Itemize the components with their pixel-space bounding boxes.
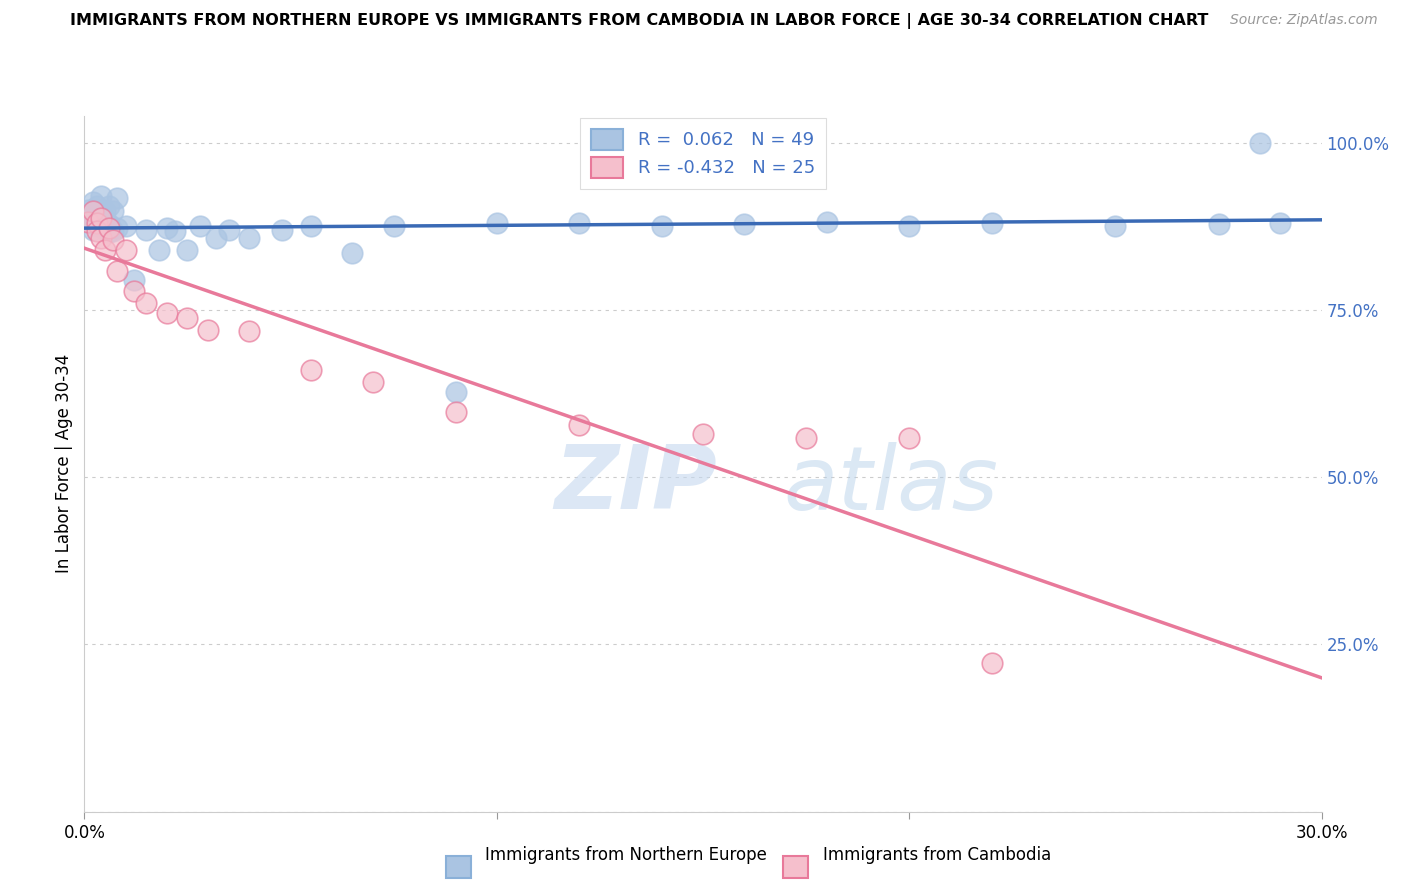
Point bbox=[271, 223, 294, 237]
Y-axis label: In Labor Force | Age 30-34: In Labor Force | Age 30-34 bbox=[55, 354, 73, 574]
Point bbox=[156, 306, 179, 320]
Text: atlas: atlas bbox=[783, 442, 998, 528]
Point bbox=[82, 194, 104, 209]
Point bbox=[1270, 216, 1292, 230]
Point bbox=[382, 219, 405, 234]
Point bbox=[980, 657, 1002, 671]
Point bbox=[98, 199, 121, 213]
Point bbox=[77, 202, 100, 217]
Bar bbox=[446, 855, 471, 879]
Point bbox=[90, 231, 112, 245]
Point bbox=[568, 216, 591, 230]
Point bbox=[122, 273, 145, 287]
Point bbox=[342, 246, 364, 260]
Point bbox=[94, 204, 117, 219]
Point bbox=[105, 191, 128, 205]
Point bbox=[135, 223, 157, 237]
Point bbox=[90, 211, 112, 225]
Point bbox=[361, 376, 384, 390]
Point bbox=[980, 216, 1002, 230]
Point bbox=[238, 231, 260, 245]
Point bbox=[105, 264, 128, 278]
Point bbox=[1208, 218, 1230, 232]
Point bbox=[114, 243, 136, 257]
Point bbox=[794, 432, 817, 446]
Point bbox=[122, 285, 145, 299]
Point bbox=[205, 231, 228, 245]
Point bbox=[86, 215, 108, 229]
Point bbox=[94, 212, 117, 227]
Point bbox=[103, 233, 125, 247]
Point bbox=[1104, 219, 1126, 234]
Point bbox=[568, 418, 591, 433]
Point bbox=[82, 204, 104, 219]
Point bbox=[94, 218, 117, 232]
Point bbox=[77, 212, 100, 227]
Point bbox=[299, 219, 322, 234]
Point bbox=[485, 216, 508, 230]
Point bbox=[898, 219, 921, 234]
Point bbox=[114, 219, 136, 234]
Text: Source: ZipAtlas.com: Source: ZipAtlas.com bbox=[1230, 13, 1378, 28]
Point bbox=[103, 224, 125, 238]
Point bbox=[692, 426, 714, 441]
Point bbox=[98, 218, 121, 232]
Point bbox=[103, 204, 125, 219]
Point bbox=[188, 219, 211, 234]
Point bbox=[94, 243, 117, 257]
Point bbox=[815, 215, 838, 229]
Point bbox=[105, 221, 128, 235]
Point bbox=[86, 206, 108, 220]
Legend: R =  0.062   N = 49, R = -0.432   N = 25: R = 0.062 N = 49, R = -0.432 N = 25 bbox=[581, 118, 825, 188]
Text: IMMIGRANTS FROM NORTHERN EUROPE VS IMMIGRANTS FROM CAMBODIA IN LABOR FORCE | AGE: IMMIGRANTS FROM NORTHERN EUROPE VS IMMIG… bbox=[70, 13, 1209, 29]
Point bbox=[176, 243, 198, 257]
Point bbox=[86, 224, 108, 238]
Text: Immigrants from Cambodia: Immigrants from Cambodia bbox=[823, 847, 1050, 864]
Point bbox=[299, 363, 322, 377]
Point bbox=[77, 215, 100, 229]
Point bbox=[98, 221, 121, 235]
Point bbox=[86, 199, 108, 213]
Point bbox=[148, 243, 170, 257]
Point bbox=[156, 221, 179, 235]
Point bbox=[90, 189, 112, 203]
Text: Immigrants from Northern Europe: Immigrants from Northern Europe bbox=[485, 847, 766, 864]
Point bbox=[94, 223, 117, 237]
Bar bbox=[783, 855, 808, 879]
Point bbox=[238, 325, 260, 339]
Point bbox=[135, 296, 157, 310]
Point bbox=[176, 311, 198, 326]
Point bbox=[165, 224, 187, 238]
Point bbox=[651, 219, 673, 234]
Point bbox=[898, 432, 921, 446]
Point bbox=[444, 405, 467, 419]
Point bbox=[86, 216, 108, 230]
Point bbox=[98, 225, 121, 239]
Point bbox=[86, 219, 108, 234]
Point bbox=[82, 210, 104, 224]
Point bbox=[90, 216, 112, 230]
Text: ZIP: ZIP bbox=[554, 442, 717, 528]
Point bbox=[82, 223, 104, 237]
Point bbox=[1249, 136, 1271, 150]
Point bbox=[90, 204, 112, 219]
Point bbox=[444, 384, 467, 399]
Point bbox=[197, 323, 219, 337]
Point bbox=[733, 218, 755, 232]
Point bbox=[218, 223, 240, 237]
